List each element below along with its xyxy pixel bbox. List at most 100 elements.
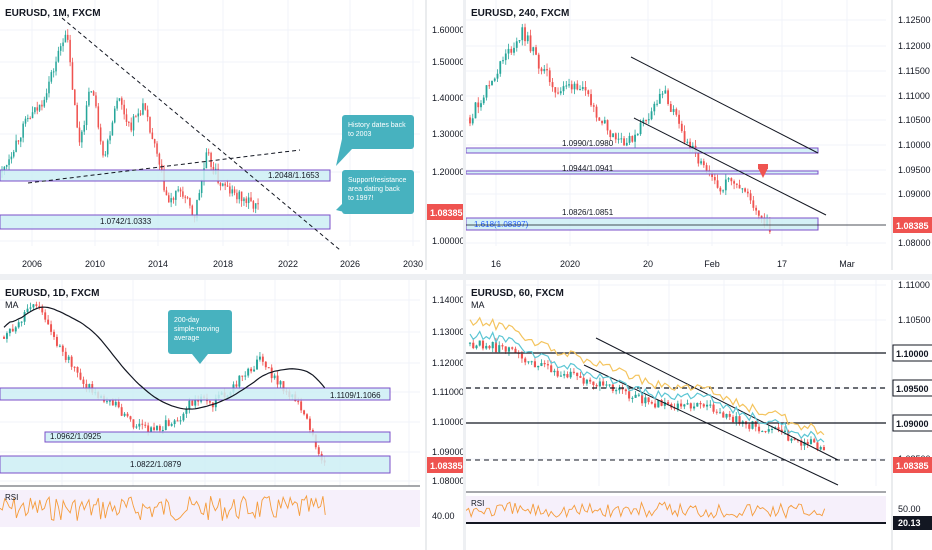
candle-body — [317, 447, 320, 454]
chart-eurusd-daily[interactable]: 1.14000 1.13000 1.12000 1.11000 1.10000 1.090… — [0, 280, 466, 550]
candle-body — [657, 399, 660, 408]
candle-body — [146, 109, 149, 118]
candle-body — [58, 345, 61, 347]
x-tick-label: 2014 — [148, 259, 168, 269]
candle-body — [601, 120, 603, 124]
candle-body — [41, 306, 44, 313]
candle-body — [20, 321, 23, 323]
candle-body — [587, 90, 590, 95]
candle-body — [735, 183, 738, 185]
candle-body — [64, 34, 67, 43]
candle-body — [590, 94, 592, 106]
level-tag-label: 1.09000 — [896, 419, 929, 429]
candle-body — [722, 190, 724, 192]
candle-body — [730, 178, 733, 182]
candle-body — [530, 361, 533, 363]
candle-body — [548, 70, 551, 83]
candle-body — [481, 340, 485, 349]
candle-body — [551, 82, 554, 88]
candle-body — [85, 383, 88, 390]
candle-body — [17, 140, 20, 142]
candle-body — [250, 368, 253, 372]
candle-body — [658, 93, 661, 104]
candle-body — [182, 413, 185, 421]
candle-body — [631, 397, 634, 399]
candle-body — [8, 159, 10, 166]
candle-body — [34, 107, 36, 113]
candle-body — [235, 384, 238, 387]
y-tick-label: 1.12000 — [898, 41, 931, 51]
candle-body — [637, 394, 640, 396]
candle-body — [598, 381, 601, 387]
candle-body — [752, 200, 755, 208]
candle-body — [628, 135, 631, 143]
candle-body — [191, 400, 194, 406]
candle-body — [494, 342, 498, 352]
candle-body — [491, 80, 493, 86]
candle-body — [17, 322, 20, 328]
candle-body — [518, 40, 521, 42]
candle-body — [47, 319, 50, 325]
candle-body — [5, 165, 8, 167]
candle-body — [303, 410, 306, 415]
callout-line: Support/resistance — [348, 177, 406, 184]
x-tick-label: 16 — [491, 259, 501, 269]
candle-body — [137, 113, 140, 117]
candle-body — [660, 399, 663, 406]
candle-body — [102, 141, 104, 156]
candle-body — [618, 387, 621, 391]
chart-eurusd-monthly[interactable]: 1.60000 1.50000 1.40000 1.30000 1.20000 1.000… — [0, 0, 466, 270]
candle-body — [74, 89, 76, 106]
rsi-pane — [466, 496, 886, 524]
candle-body — [22, 123, 24, 138]
candle-body — [196, 199, 198, 218]
candle-body — [474, 102, 477, 119]
candle-body — [712, 404, 715, 412]
candle-body — [733, 181, 735, 184]
candle-body — [168, 195, 170, 203]
chart-eurusd-hourly[interactable]: 1.110001.105001.100001.095001.090001.085… — [466, 280, 932, 550]
candle-body — [770, 429, 774, 431]
candle-body — [45, 93, 48, 100]
candle-body — [123, 413, 126, 416]
candle-body — [36, 107, 39, 111]
candle-body — [806, 441, 809, 445]
candle-body — [595, 106, 598, 118]
candle-body — [177, 189, 179, 191]
y-tick-label: 1.08000 — [432, 476, 465, 486]
candle-body — [540, 68, 543, 72]
candle-body — [705, 404, 709, 407]
y-tick-label: 1.09500 — [898, 165, 931, 175]
candle-body — [553, 370, 556, 373]
candle-body — [31, 112, 34, 119]
y-tick-label: 1.13000 — [432, 327, 465, 337]
candle-body — [623, 138, 625, 146]
candle-body — [667, 90, 669, 104]
candle-body — [559, 91, 562, 94]
ma-orange-line — [469, 316, 825, 436]
candle-body — [208, 401, 211, 403]
legend-ma: MA — [471, 300, 485, 310]
candle-body — [589, 379, 592, 382]
callout-box — [342, 170, 414, 214]
chart-eurusd-4h[interactable]: 1.12500 1.12000 1.11500 1.11000 1.10500 1.100… — [466, 0, 932, 270]
candle-body — [53, 331, 55, 337]
candle-body — [735, 416, 738, 423]
x-tick-label: Feb — [704, 259, 720, 269]
level-tag — [892, 414, 932, 432]
candle-body — [267, 367, 270, 369]
candle-body — [757, 426, 761, 432]
candle-body — [605, 384, 608, 386]
candle-body — [520, 353, 524, 359]
candle-body — [699, 402, 702, 405]
candle-body — [636, 134, 639, 136]
candle-body — [813, 439, 816, 443]
rsi-line — [466, 500, 826, 520]
candle-body — [650, 111, 653, 120]
candle-body — [172, 198, 175, 200]
candle-body — [279, 381, 282, 385]
candle-body — [11, 328, 14, 332]
candle-body — [689, 403, 692, 409]
candle-body — [247, 368, 250, 376]
callout-box — [168, 310, 232, 354]
